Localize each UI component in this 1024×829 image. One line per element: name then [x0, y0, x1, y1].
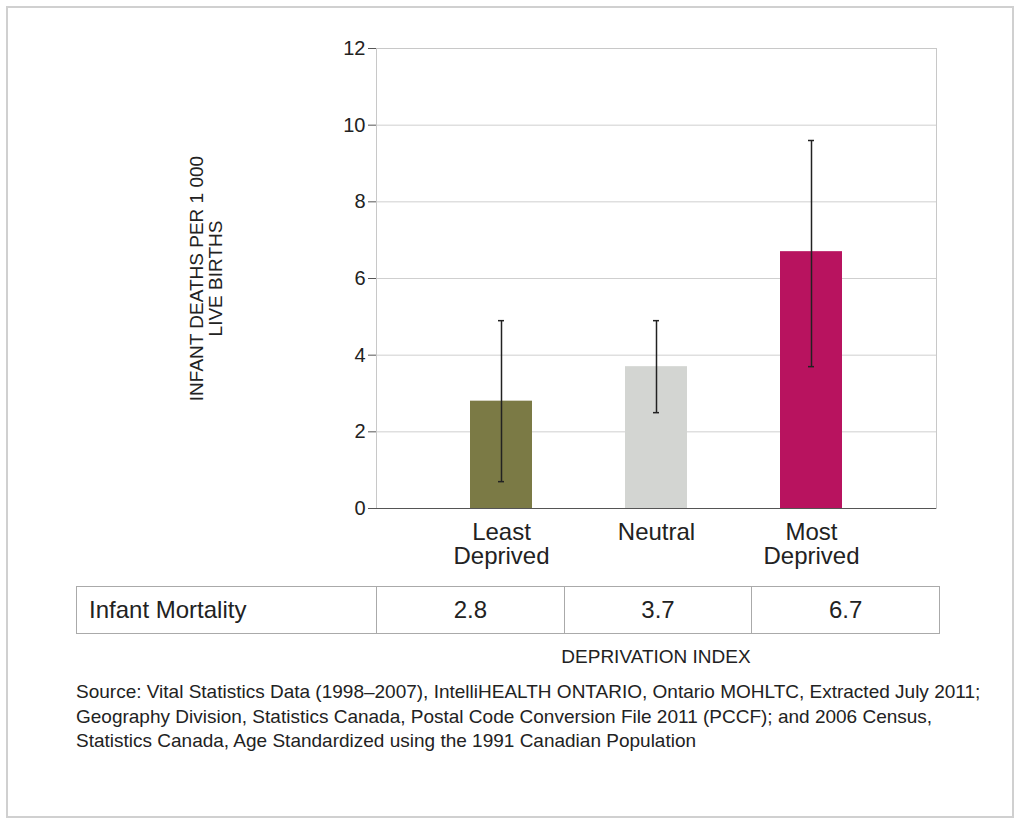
html-text:Source: Vital Statistics Data: Source: Vital Statistics Data (1998–2007… [76, 681, 981, 752]
svg-text:2: 2 [354, 420, 365, 442]
svg-text:MostDeprived: MostDeprived [763, 518, 859, 569]
svg-text:LeastDeprived: LeastDeprived [453, 518, 549, 569]
svg-text:0: 0 [354, 497, 365, 519]
svg-text:6: 6 [354, 267, 365, 289]
html-text:6.7: 6.7 [829, 596, 863, 623]
svg-text:12: 12 [343, 37, 365, 59]
html-text:3.7: 3.7 [641, 596, 675, 623]
svg-text:INFANT DEATHS PER 1 000LIVE BI: INFANT DEATHS PER 1 000LIVE BIRTHS [186, 156, 226, 401]
svg-text:10: 10 [343, 114, 365, 136]
svg-text:Neutral: Neutral [618, 518, 695, 545]
html-text:Infant Mortality: Infant Mortality [89, 596, 247, 623]
html-text:2.8: 2.8 [453, 596, 487, 623]
html-text:DEPRIVATION INDEX: DEPRIVATION INDEX [561, 646, 751, 667]
svg-text:8: 8 [354, 190, 365, 212]
svg-text:4: 4 [354, 344, 365, 366]
